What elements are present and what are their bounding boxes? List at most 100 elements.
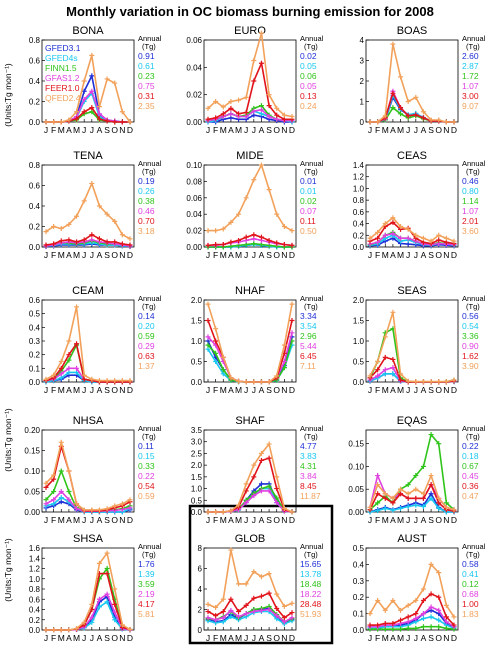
data-point bbox=[205, 334, 211, 340]
data-point bbox=[420, 235, 426, 241]
annual-value: 0.56 bbox=[462, 311, 479, 321]
data-point bbox=[104, 76, 110, 82]
data-point bbox=[89, 73, 95, 79]
panel-title: EURO bbox=[234, 25, 266, 37]
series-line-qfed2.4 bbox=[207, 549, 293, 609]
data-point bbox=[220, 615, 226, 621]
x-tick-label: M bbox=[58, 125, 65, 135]
data-point bbox=[236, 614, 242, 620]
x-tick-label: O bbox=[435, 385, 442, 395]
annual-value: 0.46 bbox=[138, 206, 155, 216]
data-point bbox=[258, 162, 264, 168]
data-point bbox=[51, 489, 57, 494]
x-tick-label: F bbox=[375, 250, 380, 260]
data-point bbox=[428, 604, 434, 610]
data-point bbox=[413, 232, 419, 238]
data-point bbox=[66, 221, 72, 227]
series-line-finn1.5 bbox=[46, 110, 130, 123]
x-tick-label: J bbox=[406, 125, 410, 135]
series-line-feer1.0 bbox=[46, 106, 130, 123]
panel-title: SHSA bbox=[73, 533, 104, 545]
x-tick-label: A bbox=[390, 385, 396, 395]
data-point bbox=[74, 109, 80, 115]
x-tick-label: J bbox=[82, 250, 86, 260]
data-point bbox=[390, 90, 396, 96]
data-point bbox=[405, 625, 411, 631]
data-point bbox=[243, 602, 249, 608]
data-point bbox=[281, 359, 287, 364]
data-point bbox=[213, 509, 219, 515]
y-tick-label: 0.8 bbox=[29, 585, 41, 594]
x-tick-label: O bbox=[111, 250, 118, 260]
data-point bbox=[420, 611, 426, 617]
data-point bbox=[398, 371, 404, 377]
data-point bbox=[274, 105, 280, 111]
x-tick-label: S bbox=[104, 633, 110, 643]
data-point bbox=[382, 491, 388, 497]
annual-value: 0.61 bbox=[138, 61, 155, 71]
y-tick-label: 0.00 bbox=[348, 508, 364, 517]
annual-value: 3.59 bbox=[138, 579, 155, 589]
data-point bbox=[428, 117, 434, 123]
data-point bbox=[443, 625, 449, 631]
x-tick-label: J bbox=[44, 125, 48, 135]
x-tick-label: F bbox=[213, 385, 218, 395]
data-point bbox=[127, 497, 133, 503]
data-point bbox=[266, 103, 272, 109]
data-point bbox=[420, 624, 426, 630]
annual-header: Annual bbox=[138, 159, 162, 168]
data-point bbox=[405, 378, 411, 384]
legend-entry: GFED4s bbox=[45, 53, 78, 63]
data-point bbox=[96, 604, 102, 610]
annual-value: 0.24 bbox=[300, 101, 317, 111]
x-tick-label: S bbox=[266, 515, 272, 525]
annual-value: 1.39 bbox=[138, 569, 155, 579]
annual-header: Annual bbox=[300, 34, 324, 43]
data-point bbox=[398, 505, 404, 511]
data-point bbox=[266, 607, 272, 612]
data-point bbox=[289, 318, 295, 323]
x-tick-label: D bbox=[127, 250, 133, 260]
data-point bbox=[43, 627, 49, 633]
data-point bbox=[127, 236, 133, 242]
data-point bbox=[274, 474, 280, 480]
data-point bbox=[258, 450, 264, 456]
legend-entry: FEER1.0 bbox=[45, 83, 80, 93]
figure-title: Monthly variation in OC biomass burning … bbox=[66, 4, 434, 19]
data-point bbox=[89, 88, 95, 94]
data-point bbox=[258, 481, 264, 487]
annual-value: 0.58 bbox=[462, 559, 479, 569]
data-point bbox=[390, 215, 396, 221]
y-tick-label: 0.8 bbox=[29, 161, 41, 170]
data-point bbox=[119, 109, 125, 115]
data-point bbox=[51, 472, 57, 478]
x-tick-label: A bbox=[97, 633, 103, 643]
x-tick-label: J bbox=[368, 633, 372, 643]
x-tick-label: N bbox=[281, 125, 287, 135]
data-point bbox=[451, 614, 457, 620]
data-point bbox=[89, 52, 95, 58]
data-point bbox=[213, 99, 219, 104]
x-tick-label: A bbox=[228, 515, 234, 525]
data-point bbox=[96, 560, 102, 566]
data-point bbox=[58, 238, 64, 244]
series-line-qfed2.4 bbox=[369, 562, 455, 618]
annual-unit: (Tg) bbox=[142, 42, 156, 51]
data-point bbox=[382, 232, 388, 238]
data-point bbox=[390, 309, 396, 315]
x-tick-label: A bbox=[66, 385, 72, 395]
annual-value: 0.90 bbox=[462, 341, 479, 351]
annual-unit: (Tg) bbox=[466, 302, 480, 311]
y-tick-label: 0.06 bbox=[186, 194, 202, 203]
y-tick-label: 0.2 bbox=[29, 223, 41, 232]
data-point bbox=[228, 614, 234, 620]
y-tick-label: 0.0 bbox=[353, 626, 365, 635]
panel-title: GLOB bbox=[235, 533, 266, 545]
y-tick-label: 0.6 bbox=[29, 595, 41, 604]
y-tick-label: 2.0 bbox=[191, 296, 203, 305]
data-point bbox=[251, 232, 257, 238]
